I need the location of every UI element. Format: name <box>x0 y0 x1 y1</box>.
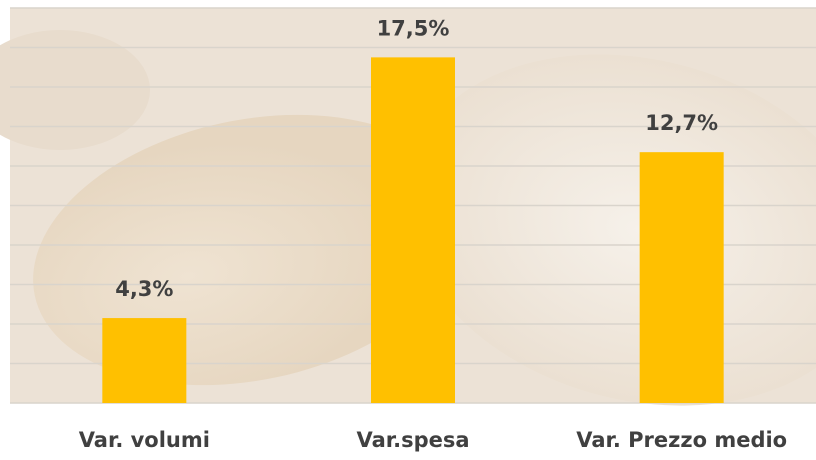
x-tick-label: Var. Prezzo medio <box>576 428 787 452</box>
bar <box>371 57 455 403</box>
data-label: 4,3% <box>115 277 173 301</box>
x-tick-label: Var. volumi <box>79 428 210 452</box>
x-tick-label: Var.spesa <box>356 428 469 452</box>
bar <box>639 152 724 403</box>
data-label: 12,7% <box>645 111 718 135</box>
bar <box>102 318 187 403</box>
data-label: 17,5% <box>377 16 450 40</box>
